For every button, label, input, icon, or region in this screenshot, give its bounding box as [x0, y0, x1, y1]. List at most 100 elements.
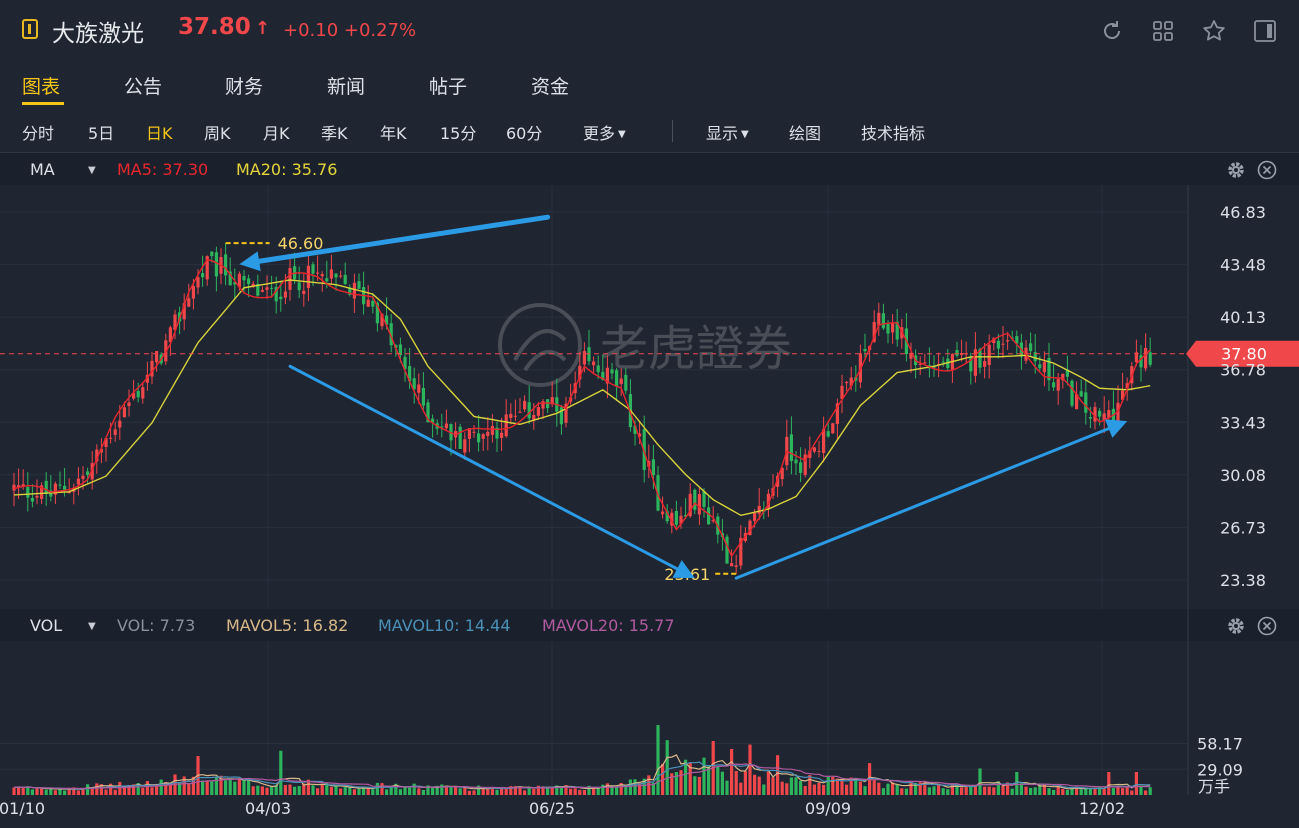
candle-body: [201, 273, 205, 278]
grid-icon[interactable]: [1150, 18, 1176, 44]
candle-body: [141, 387, 145, 399]
volume-bar: [730, 748, 734, 795]
period-15min[interactable]: 15分: [440, 124, 477, 143]
candle-body: [403, 356, 407, 370]
candle-body: [214, 252, 218, 277]
tab-financials[interactable]: 财务: [225, 76, 264, 98]
candle-body: [1047, 357, 1051, 381]
indicators-button[interactable]: 技术指标: [861, 124, 926, 143]
period-quarterly-k[interactable]: 季K: [321, 124, 348, 143]
volume-bar: [329, 787, 333, 795]
watermark-text: 老虎證券: [600, 321, 792, 377]
mavol20-line: [13, 763, 1151, 790]
period-yearly-k[interactable]: 年K: [380, 124, 407, 143]
volume-bar: [872, 780, 876, 795]
draw-button[interactable]: 绘图: [789, 124, 822, 143]
volume-bar: [279, 750, 283, 795]
volume-bar: [454, 787, 458, 795]
period-5day[interactable]: 5日: [88, 124, 115, 143]
candle-body: [955, 349, 959, 356]
volume-bar: [228, 779, 232, 795]
volume-bar: [141, 787, 145, 795]
gear-icon[interactable]: [1224, 614, 1248, 638]
candle-body: [812, 447, 816, 452]
volume-bar: [403, 786, 407, 795]
stock-name: 大族激光: [52, 21, 144, 47]
volume-bar: [674, 772, 678, 795]
period-daily-k[interactable]: 日K: [146, 124, 173, 143]
candle-body: [615, 370, 619, 387]
period-weekly-k[interactable]: 周K: [204, 124, 231, 143]
vol-value: VOL: 7.73: [117, 616, 196, 635]
display-dropdown[interactable]: 显示 ▼: [706, 120, 749, 144]
stock-change: +0.10 +0.27%: [283, 20, 417, 41]
candle-body: [1038, 364, 1042, 369]
close-icon[interactable]: [1256, 615, 1278, 637]
kline-chart[interactable]: 老虎證券37.8046.6023.6146.8343.4840.1336.783…: [0, 185, 1299, 828]
volume-bar: [325, 783, 329, 795]
indicator-dropdown-icon[interactable]: ▼: [88, 165, 96, 176]
volume-bar: [849, 777, 853, 795]
candle-body: [799, 462, 803, 473]
volume-bar: [270, 785, 274, 795]
volume-bar: [81, 788, 85, 795]
candle-body: [426, 402, 430, 423]
candle-body: [1061, 373, 1065, 381]
volume-bar: [426, 785, 430, 795]
candle-body: [251, 283, 255, 287]
indicator-dropdown-icon[interactable]: ▼: [88, 621, 96, 632]
candle-body: [113, 429, 117, 435]
candle-body: [412, 378, 416, 390]
candle-body: [348, 287, 352, 295]
trend-arrow-head: [672, 559, 695, 579]
candle-body: [546, 399, 550, 409]
candle-body: [969, 357, 973, 372]
sidebar-icon[interactable]: [1252, 18, 1278, 44]
candle-body: [518, 411, 522, 413]
volume-bar: [624, 787, 628, 795]
tab-news[interactable]: 新闻: [327, 76, 366, 98]
tab-chart[interactable]: 图表: [22, 76, 61, 98]
gear-icon[interactable]: [1224, 158, 1248, 182]
tab-capital[interactable]: 资金: [531, 76, 570, 98]
candle-body: [849, 377, 853, 386]
vol-indicator-name[interactable]: VOL: [30, 616, 63, 635]
candle-body: [1052, 382, 1056, 388]
close-icon[interactable]: [1256, 159, 1278, 181]
volume-bar: [251, 786, 255, 795]
volume-bar: [523, 790, 527, 795]
period-toolbar: 分时 5日 日K 周K 月K 季K 年K 15分 60分 更多 ▼ 显示 ▼ 绘图 …: [0, 108, 1299, 152]
volume-bar: [440, 784, 444, 795]
volume-tick-label: 29.09: [1197, 760, 1243, 779]
volume-bar: [707, 766, 711, 795]
volume-bar: [651, 782, 655, 795]
more-dropdown[interactable]: 更多 ▼: [583, 120, 626, 144]
volume-bar: [357, 788, 361, 795]
period-intraday[interactable]: 分时: [22, 124, 55, 143]
stock-header: 大族激光 37.80 ↑ +0.10 +0.27%: [0, 0, 1299, 62]
tab-posts[interactable]: 帖子: [429, 76, 468, 98]
volume-bar: [274, 785, 278, 795]
candle-body: [693, 489, 697, 510]
ma5-line: [13, 258, 1151, 558]
star-icon[interactable]: [1201, 18, 1227, 44]
volume-bar: [449, 787, 453, 795]
candle-body: [417, 384, 421, 393]
tab-announcements[interactable]: 公告: [124, 76, 163, 98]
volume-bar: [1042, 783, 1046, 795]
volume-bar: [463, 787, 467, 795]
refresh-icon[interactable]: [1099, 18, 1125, 44]
volume-bar: [302, 783, 306, 795]
ma-indicator-name[interactable]: MA: [30, 160, 55, 179]
volume-bar: [532, 788, 536, 795]
period-60min[interactable]: 60分: [506, 124, 543, 143]
candle-body: [302, 290, 306, 294]
period-monthly-k[interactable]: 月K: [263, 124, 290, 143]
candle-body: [592, 361, 596, 366]
candle-body: [233, 282, 237, 285]
candle-body: [674, 511, 678, 525]
high-label: 46.60: [278, 234, 324, 253]
volume-bar: [753, 774, 757, 795]
volume-bar: [1130, 790, 1134, 795]
volume-bar: [362, 788, 366, 795]
